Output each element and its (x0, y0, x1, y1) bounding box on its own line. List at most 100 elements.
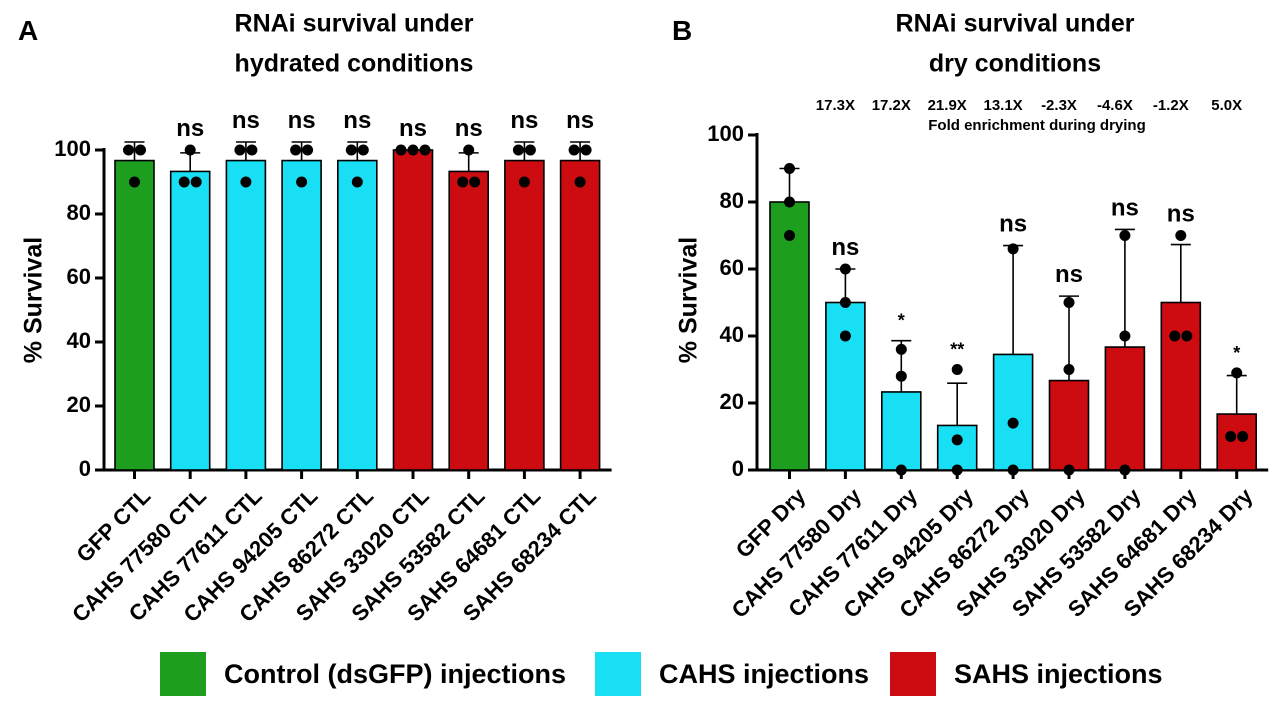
legend-swatch-sahs (890, 652, 936, 696)
panel-a-significance-label: ns (232, 107, 260, 134)
panel-b-data-point (839, 263, 851, 275)
legend-item-sahs: SAHS injections (890, 652, 1163, 696)
legend-swatch-control (160, 652, 206, 696)
panel-b-y-tick-label: 20 (720, 389, 744, 414)
panel-b-bar (769, 201, 810, 471)
panel-a-y-tick-label: 20 (67, 392, 91, 417)
panel-a-letter: A (18, 15, 38, 46)
panel-b-data-point (784, 163, 795, 174)
panel-b-title-line: RNAi survival under (896, 10, 1135, 38)
panel-a-y-tick-label: 100 (54, 136, 91, 161)
panel-b-data-point (839, 297, 851, 308)
panel-a-bar (392, 149, 434, 471)
panel-a-data-point (518, 176, 530, 188)
panel-b-significance-label: * (898, 311, 905, 331)
panel-b-data-point (1007, 243, 1019, 255)
panel-b-fold-enrichment-value: 21.9X (928, 97, 967, 114)
panel-b-bar (1216, 413, 1257, 471)
panel-a-data-point (457, 176, 469, 188)
panel-a-data-point (357, 144, 369, 156)
panel-a-bar (448, 170, 490, 471)
panel-b-bar (992, 353, 1034, 471)
panel-b-y-tick-label: 40 (720, 322, 744, 347)
panel-b-data-point (1119, 230, 1131, 241)
panel-b-letter: B (672, 15, 692, 46)
legend: Control (dsGFP) injections CAHS injectio… (0, 640, 1285, 707)
panel-b-data-point (839, 330, 851, 342)
panel-b-y-tick-label: 100 (707, 121, 744, 146)
panel-a-data-point (234, 144, 246, 156)
panel-b-data-point (1175, 230, 1187, 241)
panel-b-fold-enrichment-value: -2.3X (1041, 97, 1077, 114)
panel-a-data-point (469, 176, 481, 188)
panel-b-data-point (784, 230, 795, 241)
legend-swatch-cahs (595, 652, 641, 696)
panel-b-data-point (1237, 431, 1249, 442)
panel-a-data-point (290, 144, 302, 156)
legend-item-cahs: CAHS injections (595, 652, 869, 696)
panel-a-data-point (345, 144, 357, 156)
panel-b-data-point (895, 343, 907, 355)
panel-b-fold-enrichment-value: 17.2X (872, 97, 911, 114)
panel-a-bar (114, 159, 155, 471)
legend-label-cahs: CAHS injections (659, 658, 870, 689)
panel-a-significance-label: ns (288, 107, 316, 134)
panel-a-y-axis-label: % Survival (20, 237, 48, 363)
panel-b-data-point (1225, 431, 1237, 442)
panel-a-data-point (129, 176, 140, 188)
panel-b-bar (1160, 301, 1202, 471)
panel-b-data-point (1007, 417, 1019, 429)
panel-b-data-point (1063, 364, 1075, 375)
panel-b-y-tick-label: 0 (732, 456, 744, 481)
panel-b-title-line: dry conditions (929, 50, 1101, 78)
panel-a-y-tick-label: 40 (67, 328, 91, 353)
panel-b-data-point (1119, 330, 1131, 342)
panel-b-data-point (1181, 330, 1193, 342)
panel-b-fold-enrichment-value: -1.2X (1153, 97, 1189, 114)
panel-a-data-point (580, 144, 592, 156)
panel-a-data-point (407, 144, 419, 156)
panel-a-data-point (568, 144, 580, 156)
panel-a-y-tick-label: 80 (67, 200, 91, 225)
panel-a-data-point (240, 176, 252, 188)
panel-b-significance-label: ** (950, 340, 964, 360)
panel-a-title-line: hydrated conditions (235, 50, 474, 78)
panel-b-data-point (951, 364, 963, 375)
panel-b-fold-enrichment-value: -4.6X (1097, 97, 1133, 114)
panel-a-bar (225, 159, 267, 471)
panel-a-bar (336, 159, 378, 471)
legend-label-sahs: SAHS injections (954, 658, 1163, 689)
panel-b-bar (936, 424, 978, 471)
panel-a-data-point (246, 144, 258, 156)
figure: A RNAi survival under hydrated conditions%… (18, 10, 1269, 627)
panel-b-significance-label: * (1233, 343, 1240, 363)
panel-a-significance-label: ns (455, 115, 483, 142)
panel-a-data-point (184, 144, 196, 156)
panel-b-fold-enrichment-value: 5.0X (1211, 97, 1242, 114)
panel-b-data-point (951, 434, 963, 446)
panel-a-data-point (135, 144, 146, 156)
panel-a-title-line: RNAi survival under (235, 10, 474, 38)
panel-a-y-tick-label: 60 (67, 264, 91, 289)
panel-b-data-point (1063, 297, 1075, 308)
panel-b-y-axis-label: % Survival (675, 237, 703, 363)
panel-b-fold-enrichment-value: 17.3X (816, 97, 855, 114)
panel-b-y-tick-label: 60 (720, 255, 744, 280)
panel-a-data-point (574, 176, 586, 188)
panel-a-significance-label: ns (343, 107, 371, 134)
legend-item-control: Control (dsGFP) injections (160, 652, 566, 696)
panel-a-data-point (395, 144, 407, 156)
panel-a-bar (559, 159, 601, 471)
panel-a-data-point (463, 144, 475, 156)
panel-b-fold-enrichment-label: Fold enrichment during drying (928, 117, 1146, 134)
panel-a-data-point (190, 176, 202, 188)
panel-a-bar (504, 159, 545, 471)
panel-a-significance-label: ns (510, 107, 538, 134)
panel-a-bar (169, 170, 211, 471)
panel-a-data-point (296, 176, 308, 188)
panel-a-y-tick-label: 0 (79, 456, 91, 481)
panel-a-significance-label: ns (399, 115, 427, 142)
panel-a-data-point (302, 144, 314, 156)
panel-a-data-point (351, 176, 363, 188)
legend-label-control: Control (dsGFP) injections (224, 658, 566, 689)
